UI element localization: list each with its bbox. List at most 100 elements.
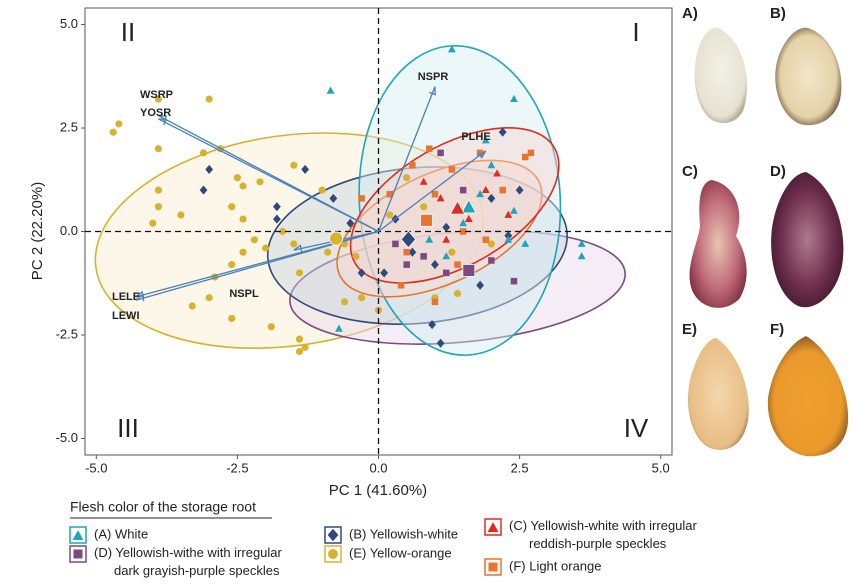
- scatter-point: [487, 161, 496, 169]
- panel-label: B): [770, 5, 786, 22]
- scatter-point: [262, 244, 270, 252]
- legend-title: Flesh color of the storage root: [70, 499, 256, 515]
- scatter-point: [358, 195, 365, 202]
- legend-label: (C) Yellowish-white with irregular reddis…: [509, 518, 698, 551]
- quadrant-label: IV: [624, 413, 649, 443]
- scatter-point: [510, 206, 518, 214]
- scatter-point: [228, 314, 236, 322]
- scatter-point: [428, 320, 437, 330]
- quadrant-label: III: [117, 413, 139, 443]
- scatter-point: [436, 194, 445, 202]
- photo-c: [689, 180, 747, 308]
- legend-label: (E) Yellow-orange: [349, 545, 452, 560]
- scatter-point: [397, 282, 405, 289]
- scatter-point: [273, 202, 281, 212]
- scatter-point: [228, 261, 236, 269]
- scatter-point: [442, 252, 451, 260]
- scatter-point: [459, 186, 467, 194]
- loading-label: LELE: [112, 291, 140, 303]
- x-tick-label: -5.0: [85, 460, 107, 475]
- scatter-point: [329, 193, 338, 203]
- scatter-point: [498, 127, 507, 137]
- arrow-head: [429, 86, 436, 96]
- scatter-point: [341, 298, 349, 306]
- legend-marker: [488, 562, 498, 572]
- loading-label: NSPL: [229, 288, 259, 300]
- scatter-point: [403, 248, 410, 256]
- scatter-point: [154, 203, 162, 211]
- scatter-point: [386, 191, 394, 198]
- scatter-point: [403, 261, 410, 268]
- scatter-point: [419, 177, 428, 185]
- scatter-point: [488, 257, 495, 264]
- scatter-point: [482, 236, 489, 244]
- y-tick-label: 5.0: [60, 16, 78, 31]
- panel-label: D): [770, 163, 786, 180]
- loading-arrow: [158, 118, 379, 233]
- scatter-point: [448, 248, 456, 256]
- scatter-point: [290, 161, 298, 169]
- scatter-point: [481, 136, 490, 144]
- legend-marker: [327, 528, 339, 542]
- scatter-point: [420, 253, 427, 260]
- scatter-point: [426, 145, 433, 152]
- scatter-point: [487, 240, 495, 248]
- scatter-point: [425, 235, 434, 243]
- scatter-point: [177, 211, 185, 219]
- scatter-point: [476, 190, 484, 198]
- photo-b: [775, 27, 842, 126]
- scatter-point: [459, 228, 467, 235]
- scatter-point: [326, 86, 335, 94]
- x-tick-label: 5.0: [652, 460, 670, 475]
- scatter-point: [239, 215, 247, 223]
- loading-label: YOSR: [140, 107, 171, 119]
- scatter-point: [392, 240, 399, 248]
- scatter-point: [442, 269, 450, 277]
- scatter-point: [239, 248, 247, 256]
- y-tick-label: 0.0: [60, 223, 78, 238]
- scatter-point: [357, 294, 366, 302]
- scatter-point: [577, 239, 586, 247]
- arrow-head: [477, 150, 487, 159]
- scatter-point: [205, 95, 213, 103]
- y-tick-label: -2.5: [56, 326, 78, 341]
- scatter-point: [115, 120, 123, 128]
- group-mean: [329, 231, 344, 246]
- loading-label: PLHE: [461, 131, 490, 143]
- scatter-point: [188, 302, 196, 310]
- arrow-head: [135, 290, 145, 299]
- scatter-point: [278, 227, 287, 236]
- loading-label: LEWI: [112, 310, 140, 322]
- quadrant-label: I: [632, 17, 639, 47]
- scatter-point: [409, 162, 416, 169]
- panel-label: C): [682, 163, 698, 180]
- scatter-point: [481, 185, 490, 194]
- scatter-point: [510, 277, 518, 285]
- scatter-point: [522, 153, 529, 161]
- scatter-point: [352, 252, 360, 260]
- scatter-point: [521, 239, 530, 247]
- scatter-point: [199, 149, 208, 157]
- scatter-point: [431, 298, 439, 306]
- panel-label: F): [770, 321, 784, 338]
- arrow-head: [135, 294, 145, 302]
- scatter-point: [431, 191, 439, 198]
- scatter-point: [295, 335, 304, 343]
- panel-label: A): [682, 5, 698, 22]
- legend-label: (D) Yellowish-withe with irregular dark g…: [94, 545, 283, 578]
- scatter-point: [295, 347, 304, 356]
- scatter-point: [109, 128, 117, 136]
- y-tick-label: 2.5: [60, 119, 78, 134]
- scatter-point: [301, 164, 310, 174]
- scatter-point: [380, 268, 389, 278]
- scatter-point: [459, 218, 468, 227]
- legend-marker: [328, 549, 338, 559]
- photo-d: [771, 172, 844, 308]
- loading-arrow: [377, 86, 436, 232]
- scatter-point: [447, 45, 456, 53]
- scatter-point: [403, 174, 411, 182]
- scatter-point: [154, 186, 162, 194]
- scatter-point: [442, 235, 451, 243]
- scatter-point: [487, 193, 496, 203]
- legend-marker: [72, 530, 84, 541]
